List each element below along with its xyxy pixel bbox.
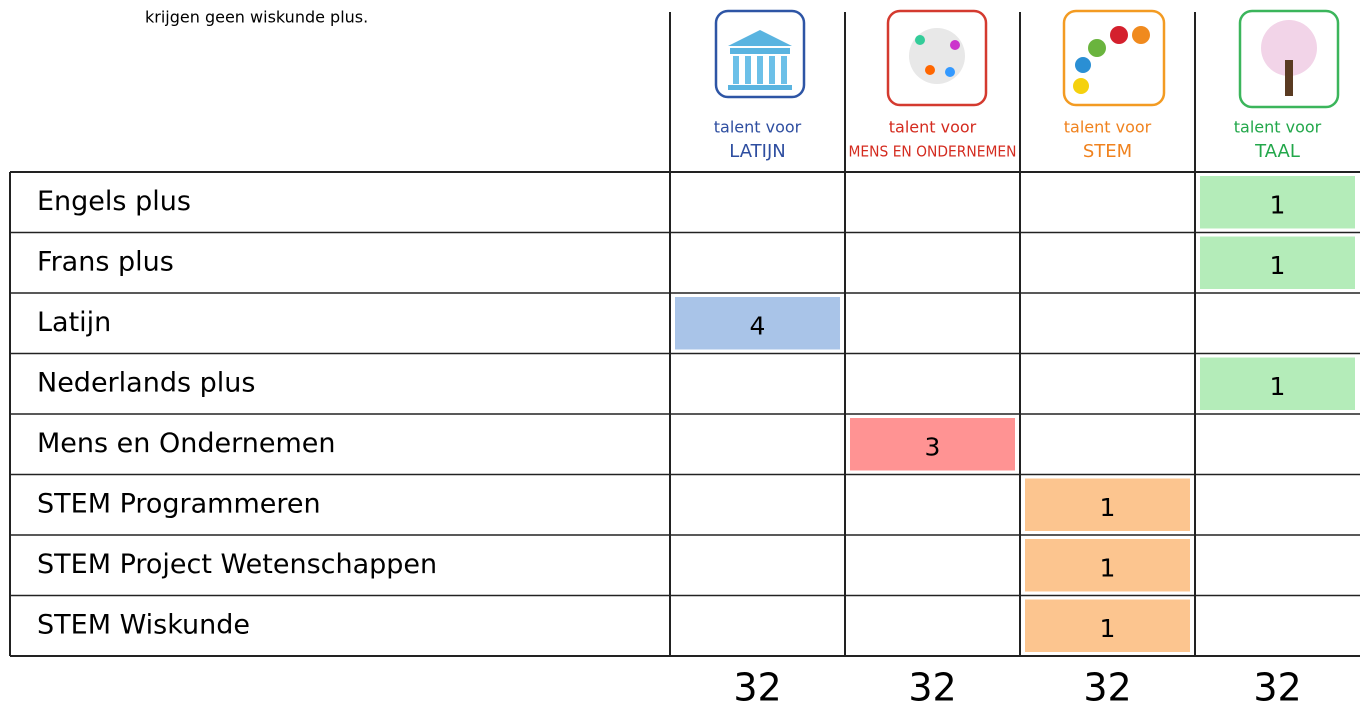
column-caption: talent voor xyxy=(1234,118,1322,137)
row-label: Frans plus xyxy=(37,246,174,277)
cell-value: 1 xyxy=(1100,614,1116,643)
cell-value: 1 xyxy=(1270,372,1286,401)
icon-stem xyxy=(1064,11,1164,105)
cell-value: 1 xyxy=(1270,190,1286,219)
icon-mens-en-ondernemen xyxy=(888,11,986,105)
column-caption: talent voor xyxy=(889,118,977,137)
cell-value: 1 xyxy=(1100,553,1116,582)
column-caption: talent voor xyxy=(714,118,802,137)
note: krijgen geen wiskunde plus. xyxy=(145,8,368,27)
column-subject: LATIJN xyxy=(729,141,785,162)
row-label: Nederlands plus xyxy=(37,367,255,398)
column-total: 32 xyxy=(908,666,956,708)
icon-taal xyxy=(1240,11,1338,107)
row-label: STEM Project Wetenschappen xyxy=(37,549,437,580)
column-subject: TAAL xyxy=(1254,141,1300,162)
column-subject: MENS EN ONDERNEMEN xyxy=(849,143,1017,161)
column-caption: talent voor xyxy=(1064,118,1152,137)
table-slide: krijgen geen wiskunde plus. talent voor L… xyxy=(0,0,1360,708)
row-label: STEM Programmeren xyxy=(37,488,321,519)
column-total: 32 xyxy=(1253,666,1301,708)
table: talent voor LATIJN talent voor MENS EN ONDE… xyxy=(10,12,1360,708)
icon-latijn xyxy=(716,11,804,97)
row-label: Latijn xyxy=(37,307,111,338)
row-label: STEM Wiskunde xyxy=(37,609,250,640)
cell-value: 1 xyxy=(1270,251,1286,280)
row-label: Mens en Ondernemen xyxy=(37,428,335,459)
row-label: Engels plus xyxy=(37,186,191,217)
cell-value: 3 xyxy=(925,432,941,461)
column-subject: STEM xyxy=(1083,141,1132,162)
column-total: 32 xyxy=(1083,666,1131,708)
column-total: 32 xyxy=(733,666,781,708)
cell-value: 4 xyxy=(750,311,766,340)
page: {"header": {"note": "krijgen geen wiskun… xyxy=(0,0,1360,708)
cell-value: 1 xyxy=(1100,493,1116,522)
